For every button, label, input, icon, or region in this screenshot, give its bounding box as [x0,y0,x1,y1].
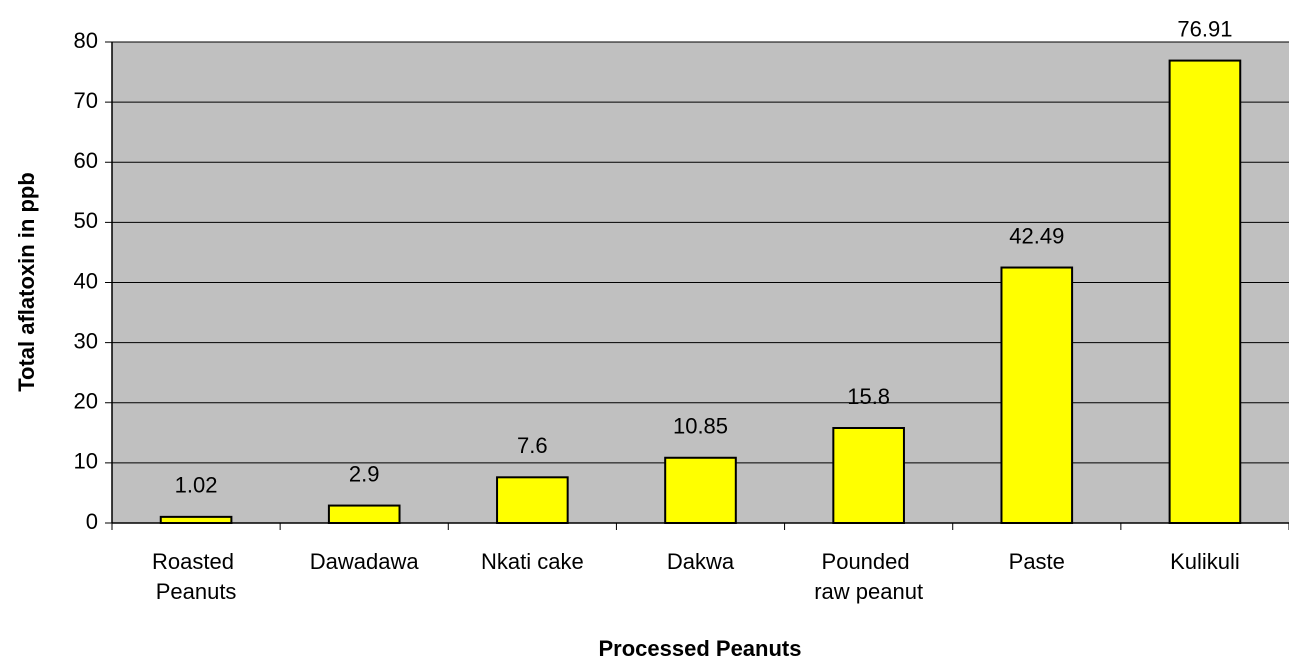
y-tick-label: 70 [74,88,98,113]
x-tick-label: Nkati cake [481,549,584,574]
y-tick-label: 50 [74,208,98,233]
x-tick-label: Pounded raw peanut [814,549,923,604]
bar [1168,59,1242,525]
y-tick-label: 0 [86,509,98,534]
y-axis-title: Total aflatoxin in ppb [14,172,39,392]
data-label: 10.85 [673,414,728,439]
data-label: 42.49 [1009,223,1064,248]
bar [664,456,737,524]
data-label: 2.9 [349,461,380,486]
bar [832,427,905,524]
data-label: 7.6 [517,433,548,458]
data-label: 1.02 [175,473,218,498]
x-tick-label: Paste [1009,549,1065,574]
x-tick-label: Dakwa [667,549,735,574]
x-tick-label: Roasted Peanuts [152,549,240,604]
bar [327,504,401,525]
bar [496,476,569,524]
y-tick-label: 30 [74,328,98,353]
y-tick-label: 60 [74,148,98,173]
y-tick-label: 80 [74,28,98,53]
bar [159,515,233,524]
x-tick-label: Kulikuli [1170,549,1240,574]
bar [1000,266,1074,524]
y-tick-label: 10 [74,449,98,474]
y-tick-label: 20 [74,389,98,414]
x-tick-label: Dawadawa [310,549,420,574]
data-label: 15.8 [847,384,890,409]
data-label: 76.91 [1177,16,1232,41]
x-axis-title: Processed Peanuts [599,636,802,661]
y-tick-label: 40 [74,268,98,293]
